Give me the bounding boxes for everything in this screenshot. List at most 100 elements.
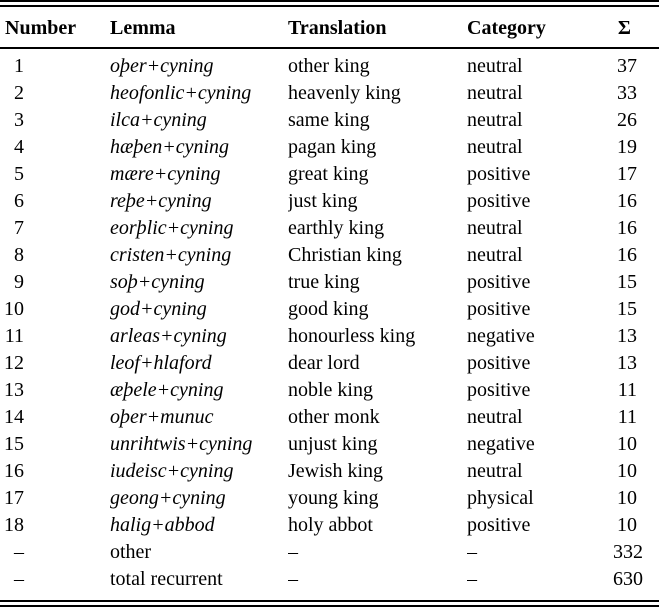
cell-sigma-value: 16 (617, 217, 637, 239)
table-row: 18 halig+abbod holy abbot positive 10 (0, 512, 659, 539)
cell-number: – (14, 541, 24, 563)
cell-translation: other monk (288, 406, 380, 428)
header-row: Number Lemma Translation Category Σ (0, 3, 659, 49)
cell-translation: Christian king (288, 244, 402, 266)
table-row: 2 heofonlic+cyning heavenly king neutral… (0, 80, 659, 107)
cell-sigma-value: 26 (617, 109, 637, 131)
cell-translation: heavenly king (288, 82, 401, 104)
table-row: 4 hæþen+cyning pagan king neutral 19 (0, 134, 659, 161)
cell-number: 14 (4, 406, 24, 428)
cell-number: 17 (4, 487, 24, 509)
cell-number: – (14, 568, 24, 590)
cell-number: 2 (14, 82, 24, 104)
cell-category: positive (467, 514, 531, 536)
cell-translation: noble king (288, 379, 373, 401)
cell-lemma: ilca+cyning (110, 109, 207, 131)
cell-sigma-value: 630 (613, 568, 643, 590)
cell-lemma: oþer+cyning (110, 55, 214, 77)
table-row: – total recurrent – – 630 (0, 566, 659, 604)
col-header-sigma: Σ (613, 3, 659, 49)
cell-translation: holy abbot (288, 514, 373, 536)
cell-lemma: leof+hlaford (110, 352, 212, 374)
cell-sigma-value: 11 (617, 406, 637, 428)
cell-category: negative (467, 325, 535, 347)
cell-number: 3 (14, 109, 24, 131)
cell-lemma: iudeisc+cyning (110, 460, 234, 482)
cell-category: neutral (467, 136, 523, 158)
table-body: 1 oþer+cyning other king neutral 37 2 he… (0, 48, 659, 604)
cell-translation: just king (288, 190, 358, 212)
cell-lemma: arleas+cyning (110, 325, 227, 347)
cell-sigma-value: 332 (613, 541, 643, 563)
cell-lemma: soþ+cyning (110, 271, 205, 293)
cell-category: positive (467, 352, 531, 374)
cell-sigma-value: 15 (617, 271, 637, 293)
cell-translation: young king (288, 487, 379, 509)
col-header-translation: Translation (288, 3, 467, 49)
cell-translation: dear lord (288, 352, 360, 374)
cell-sigma-value: 10 (617, 433, 637, 455)
cell-sigma-value: 10 (617, 514, 637, 536)
cell-category: neutral (467, 217, 523, 239)
cell-lemma: halig+abbod (110, 514, 215, 536)
cell-category: negative (467, 433, 535, 455)
cell-lemma: mære+cyning (110, 163, 221, 185)
cell-category: neutral (467, 82, 523, 104)
cell-number: 4 (14, 136, 24, 158)
cell-translation: pagan king (288, 136, 377, 158)
cell-lemma: geong+cyning (110, 487, 226, 509)
table-row: 17 geong+cyning young king physical 10 (0, 485, 659, 512)
cell-sigma-value: 10 (617, 460, 637, 482)
table-row: 10 god+cyning good king positive 15 (0, 296, 659, 323)
cell-category: positive (467, 190, 531, 212)
cell-translation: earthly king (288, 217, 385, 239)
cell-translation: – (288, 541, 298, 563)
cell-sigma-value: 11 (617, 379, 637, 401)
cell-sigma-value: 19 (617, 136, 637, 158)
cell-category: physical (467, 487, 534, 509)
cell-number: 7 (14, 217, 24, 239)
table-row: 8 cristen+cyning Christian king neutral … (0, 242, 659, 269)
cell-lemma: æþele+cyning (110, 379, 224, 401)
cell-category: neutral (467, 244, 523, 266)
cell-lemma: god+cyning (110, 298, 207, 320)
table-row: 11 arleas+cyning honourless king negativ… (0, 323, 659, 350)
table-row: 16 iudeisc+cyning Jewish king neutral 10 (0, 458, 659, 485)
cell-translation: true king (288, 271, 360, 293)
table-row: – other – – 332 (0, 539, 659, 566)
cell-category: neutral (467, 109, 523, 131)
cell-number: 18 (4, 514, 24, 536)
cell-translation: honourless king (288, 325, 416, 347)
cell-category: neutral (467, 406, 523, 428)
cell-category: positive (467, 271, 531, 293)
table-row: 6 reþe+cyning just king positive 16 (0, 188, 659, 215)
cell-translation: Jewish king (288, 460, 383, 482)
cell-sigma-value: 33 (617, 82, 637, 104)
col-header-lemma: Lemma (110, 3, 288, 49)
cell-number: 15 (4, 433, 24, 455)
cell-lemma: cristen+cyning (110, 244, 232, 266)
cell-lemma: oþer+munuc (110, 406, 214, 428)
cell-lemma: reþe+cyning (110, 190, 212, 212)
table-row: 3 ilca+cyning same king neutral 26 (0, 107, 659, 134)
cell-number: 12 (4, 352, 24, 374)
col-header-number: Number (0, 3, 110, 49)
cell-number: 6 (14, 190, 24, 212)
cell-number: 13 (4, 379, 24, 401)
cell-sigma-value: 16 (617, 244, 637, 266)
cell-translation: unjust king (288, 433, 378, 455)
col-header-category: Category (467, 3, 613, 49)
cell-sigma-value: 13 (617, 325, 637, 347)
cell-sigma-value: 13 (617, 352, 637, 374)
cell-lemma: total recurrent (110, 568, 223, 590)
cell-translation: great king (288, 163, 369, 185)
cell-translation: good king (288, 298, 369, 320)
table-row: 5 mære+cyning great king positive 17 (0, 161, 659, 188)
cell-number: 8 (14, 244, 24, 266)
cell-category: positive (467, 298, 531, 320)
table-row: 7 eorþlic+cyning earthly king neutral 16 (0, 215, 659, 242)
cell-number: 5 (14, 163, 24, 185)
table-row: 1 oþer+cyning other king neutral 37 (0, 48, 659, 80)
